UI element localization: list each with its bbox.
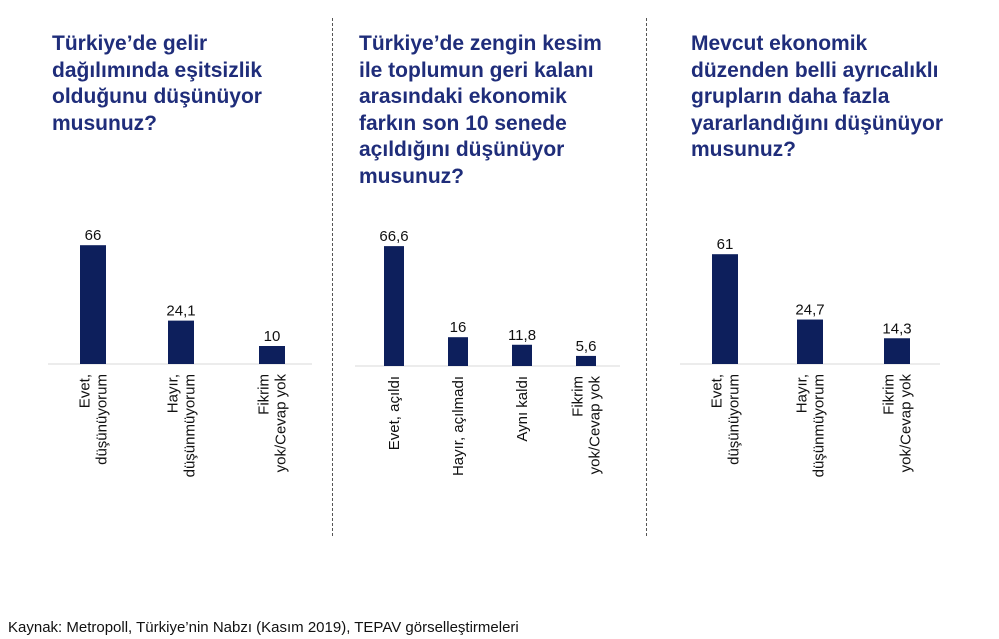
category-label: Evet,düşünüyorum bbox=[709, 374, 743, 465]
bar-value-label: 61 bbox=[717, 236, 734, 253]
category-label-line: yok/Cevap yok bbox=[273, 374, 290, 473]
panel-1-title-line: musunuz? bbox=[52, 111, 157, 135]
category-label: Hayır,düşünmüyorum bbox=[794, 374, 828, 477]
bar bbox=[712, 254, 738, 364]
category-label-line: düşünüyorum bbox=[726, 374, 743, 465]
panel-1-title-line: olduğunu düşünüyor bbox=[52, 85, 262, 108]
bar bbox=[259, 346, 285, 364]
category-label-line: yok/Cevap yok bbox=[898, 374, 915, 473]
category-label-line: düşünmüyorum bbox=[811, 374, 828, 477]
category-label-line: Fikrim bbox=[881, 374, 898, 415]
bar-value-label: 5,6 bbox=[576, 338, 597, 355]
bar bbox=[576, 355, 596, 366]
category-label-line: Evet, açıldı bbox=[386, 376, 403, 450]
panel-2-title-line: Türkiye’de zengin kesim bbox=[359, 32, 602, 55]
panel-divider bbox=[646, 18, 647, 536]
bar bbox=[448, 337, 468, 366]
panel-2-title-line: açıldığını düşünüyor bbox=[359, 138, 565, 161]
panel-1-title: Türkiye’de gelir dağılımında eşitsizlik … bbox=[52, 31, 262, 137]
panel-2-title-line: farkın son 10 senede bbox=[359, 111, 567, 135]
category-label: Evet,düşünüyorum bbox=[77, 374, 111, 465]
category-label-line: düşünmüyorum bbox=[182, 374, 199, 477]
panel-1-title-line: dağılımında eşitsizlik bbox=[52, 58, 263, 82]
panel-2-title: Türkiye’de zengin kesim ile toplumun ger… bbox=[359, 31, 602, 190]
source-note: Kaynak: Metropoll, Türkiye’nin Nabzı (Ka… bbox=[8, 619, 519, 636]
panel-3-title-line: düzenden belli ayrıcalıklı bbox=[691, 58, 939, 82]
panel-3-title-line: yararlandığını düşünüyor bbox=[691, 111, 944, 135]
category-label: Evet, açıldı bbox=[386, 376, 403, 450]
bar-value-label: 66,6 bbox=[379, 228, 408, 245]
bar-charts: 66Evet,düşünüyorum24,1Hayır,düşünmüyorum… bbox=[48, 227, 940, 477]
category-label: Fikrimyok/Cevap yok bbox=[570, 376, 604, 475]
bar bbox=[884, 338, 910, 364]
category-label-line: yok/Cevap yok bbox=[587, 376, 604, 475]
bar-value-label: 66 bbox=[85, 227, 102, 244]
bar-value-label: 14,3 bbox=[882, 320, 911, 337]
category-label-line: Hayır, bbox=[165, 374, 182, 413]
bar-value-label: 11,8 bbox=[508, 327, 536, 344]
panel-3-title-line: Mevcut ekonomik bbox=[691, 32, 868, 55]
category-label: Hayır,düşünmüyorum bbox=[165, 374, 199, 477]
category-label-line: Hayır, bbox=[794, 374, 811, 413]
bar-value-label: 16 bbox=[450, 319, 467, 336]
bar bbox=[384, 246, 404, 366]
category-label: Hayır, açılmadı bbox=[450, 376, 467, 476]
bar bbox=[168, 320, 194, 364]
bar-value-label: 10 bbox=[264, 328, 281, 345]
category-label-line: Fikrim bbox=[570, 376, 587, 417]
bar bbox=[797, 319, 823, 364]
category-label-line: düşünüyorum bbox=[94, 374, 111, 465]
panel-3-title-line: musunuz? bbox=[691, 138, 796, 161]
chart-panel-3: 61 Evet,düşünüyorum 24,7 Hayır,düşünmüyorum… bbox=[680, 236, 940, 477]
category-label-line: Evet, bbox=[77, 374, 94, 408]
category-label-line: Aynı kaldı bbox=[514, 376, 531, 442]
bar-value-label: 24,7 bbox=[795, 302, 824, 319]
category-label-line: Evet, bbox=[709, 374, 726, 408]
chart-panel-2: 66,6 Evet, açıldı 16 Hayır, açılmadı 11,8 Ayn… bbox=[355, 228, 620, 476]
bar bbox=[512, 344, 532, 366]
category-label: Aynı kaldı bbox=[514, 376, 531, 442]
chart-panel-1: 66 Evet,düşünüyorum 24,1 Hayır,düşünmüyorum… bbox=[48, 227, 312, 477]
panel-divider bbox=[332, 18, 333, 536]
panel-2-title-line: ile toplumun geri kalanı bbox=[359, 58, 594, 82]
bar-value-label: 24,1 bbox=[166, 303, 195, 320]
category-label: Fikrimyok/Cevap yok bbox=[881, 374, 915, 473]
bar bbox=[80, 245, 106, 364]
category-label: Fikrimyok/Cevap yok bbox=[256, 374, 290, 473]
panel-2-title-line: musunuz? bbox=[359, 164, 464, 188]
panel-3-title-line: grupların daha fazla bbox=[691, 85, 890, 108]
category-label-line: Fikrim bbox=[256, 374, 273, 415]
panel-1-title-line: Türkiye’de gelir bbox=[52, 32, 208, 55]
panel-3-title: Mevcut ekonomik düzenden belli ayrıcalık… bbox=[691, 31, 943, 164]
panel-2-title-line: arasındaki ekonomik bbox=[359, 85, 567, 108]
category-label-line: Hayır, açılmadı bbox=[450, 376, 467, 476]
